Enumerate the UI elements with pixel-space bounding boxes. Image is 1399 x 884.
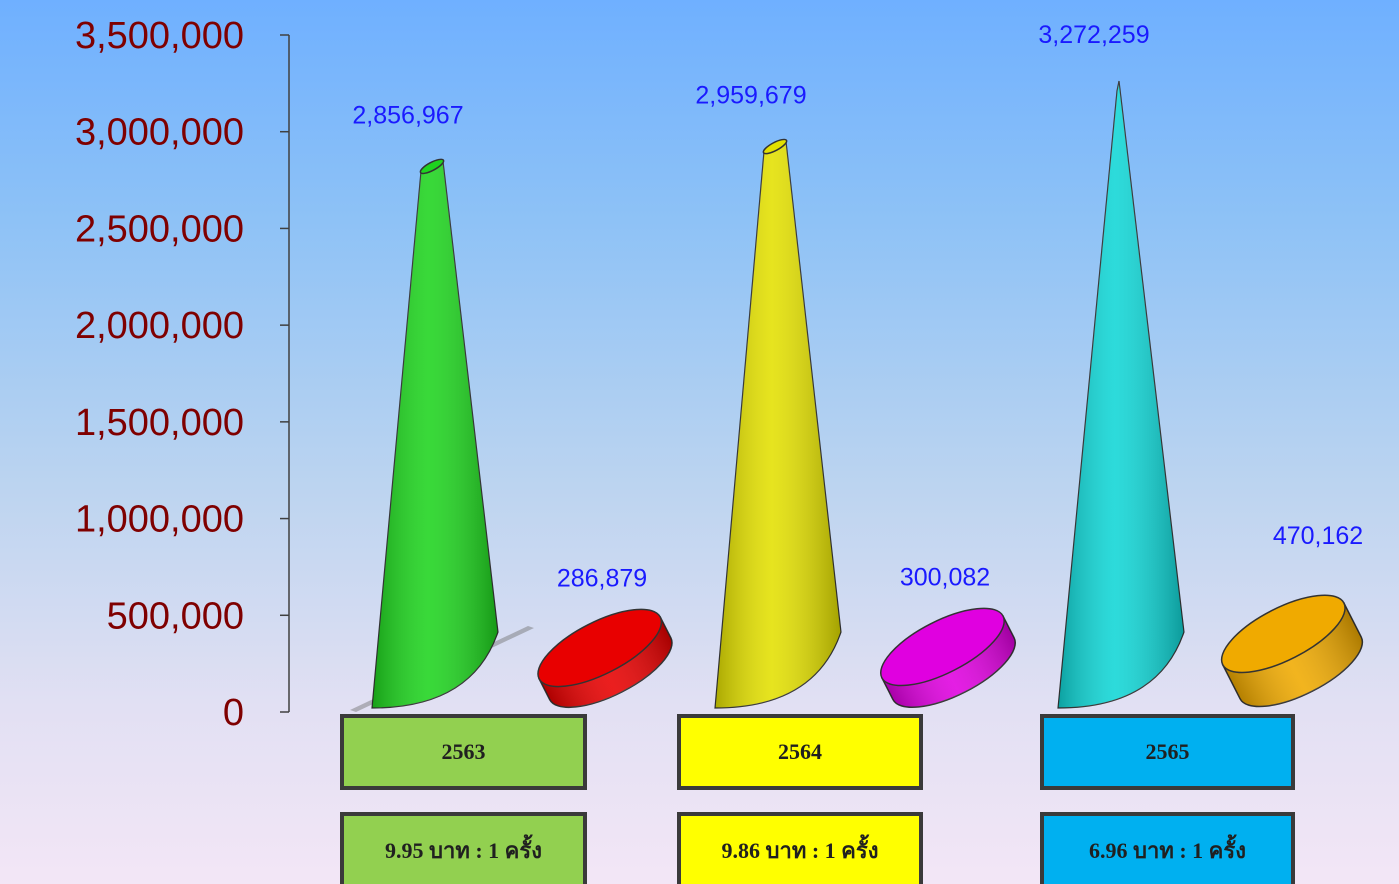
bar-2563-part-top xyxy=(537,608,663,688)
category-box-2564: 2564 xyxy=(677,714,923,790)
bar-2564-total-top xyxy=(762,138,788,155)
y-tick-label: 2,500,000 xyxy=(75,208,244,250)
data-label-total-2565: 3,272,259 xyxy=(1038,21,1149,49)
category-note-2564: 9.86 บาท : 1 ครั้ง xyxy=(677,812,923,884)
category-box-2563: 2563 xyxy=(340,714,587,790)
y-tick-label: 1,500,000 xyxy=(75,402,244,444)
y-tick-label: 500,000 xyxy=(107,595,244,637)
data-label-total-2563: 2,856,967 xyxy=(352,101,463,129)
category-note-2563: 9.95 บาท : 1 ครั้ง xyxy=(340,812,587,884)
category-box-2565: 2565 xyxy=(1040,714,1295,790)
y-tick-label: 2,000,000 xyxy=(75,305,244,347)
y-tick-label: 3,000,000 xyxy=(75,112,244,154)
bar-2564-total-shading xyxy=(715,141,841,708)
bar-2565-part-top xyxy=(1220,594,1346,674)
y-tick-label: 3,500,000 xyxy=(75,15,244,57)
y-tick-label: 0 xyxy=(223,692,244,734)
bar-2563-total-top xyxy=(419,158,445,175)
data-label-total-2564: 2,959,679 xyxy=(695,82,806,110)
category-note-2565: 6.96 บาท : 1 ครั้ง xyxy=(1040,812,1295,884)
bar-2564-part xyxy=(879,607,1017,708)
data-label-part-2564: 300,082 xyxy=(900,564,990,592)
bar-2564-part-top xyxy=(879,607,1005,687)
bar-2563-total-shading xyxy=(372,161,498,708)
bar-2563-part xyxy=(537,608,673,709)
y-tick-label: 1,000,000 xyxy=(75,499,244,541)
bar-2565-part xyxy=(1220,594,1364,708)
data-label-part-2563: 286,879 xyxy=(557,565,647,593)
bar-2565-total-shading xyxy=(1058,81,1184,708)
data-label-part-2565: 470,162 xyxy=(1273,522,1363,550)
